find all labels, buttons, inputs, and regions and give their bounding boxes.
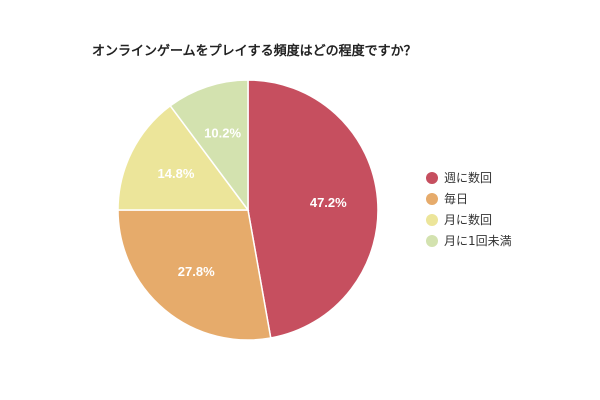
legend-marker-4 [426,235,438,247]
pie-slice-2 [117,209,272,341]
legend-marker-3 [426,214,438,226]
pie-slice-3 [117,104,250,211]
legend-label-2: 毎日 [444,191,468,206]
legend-marker-1 [426,172,438,184]
pie-slice-4 [169,79,249,213]
legend-label-1: 週に数回 [444,170,492,185]
slice-label-1: 47.2% [310,195,347,210]
slice-label-3: 14.8% [158,166,195,181]
legend-marker-2 [426,193,438,205]
slice-label-4: 10.2% [204,126,241,141]
pie-slice-1 [247,79,379,339]
legend-label-3: 月に数回 [444,212,492,227]
slice-label-2: 27.8% [178,264,215,279]
chart-title: オンラインゲームをプレイする頻度はどの程度ですか？ [92,43,417,59]
pie-labels: 47.2% 27.8% 14.8% 10.2% [158,126,348,279]
legend-label-4: 月に1回未満 [444,234,512,248]
pie-slices [117,79,379,341]
